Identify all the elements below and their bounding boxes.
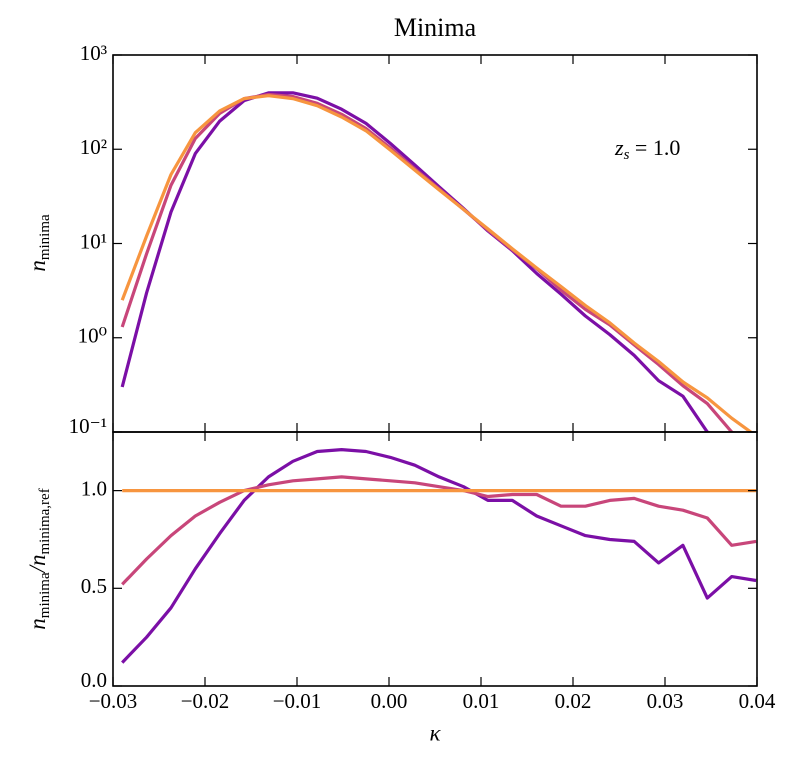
axes-frame [112,54,758,433]
data-line [120,91,712,432]
data-line [121,448,757,664]
x-tick-label: −0.02 [181,689,230,713]
y-tick-label: 10¹ [80,229,107,253]
label-part: minima [37,572,53,618]
y-axis-label: nminima/nminima,ref [25,488,53,629]
label-part: n [25,618,50,630]
plot-area [120,91,754,432]
x-tick-label: 0.00 [371,689,408,713]
x-axis-label: κ [429,720,441,745]
chart-title: Minima [394,13,477,42]
label-part: minima,ref [37,488,53,554]
x-tick-label: 0.01 [463,689,500,713]
label-part: n [25,260,50,272]
y-tick-label: 10² [80,135,107,159]
label-part: /n [25,555,50,575]
label-part: z [614,135,624,160]
y-axis-label: nminima [25,214,53,272]
x-tick-label: 0.04 [739,689,776,713]
y-tick-label: 10³ [80,41,107,65]
y-tick-label: 1.0 [81,476,107,500]
y-tick-label: 0.0 [81,668,107,692]
x-tick-label: −0.03 [89,689,138,713]
x-tick-label: −0.01 [273,689,322,713]
label-part: s [624,147,630,163]
y-tick-label: 0.5 [81,574,107,598]
data-line [120,94,754,432]
x-tick-label: 0.02 [555,689,592,713]
label-part: = 1.0 [629,135,680,160]
plot-area [121,448,757,664]
annotation: zs = 1.0 [614,135,680,163]
data-line [121,475,757,586]
y-tick-label: 10⁰ [78,324,107,348]
y-tick-label: 10⁻¹ [69,414,107,438]
x-tick-label: 0.03 [647,689,684,713]
label-part: minima [37,214,53,260]
axes-frame [112,431,758,687]
